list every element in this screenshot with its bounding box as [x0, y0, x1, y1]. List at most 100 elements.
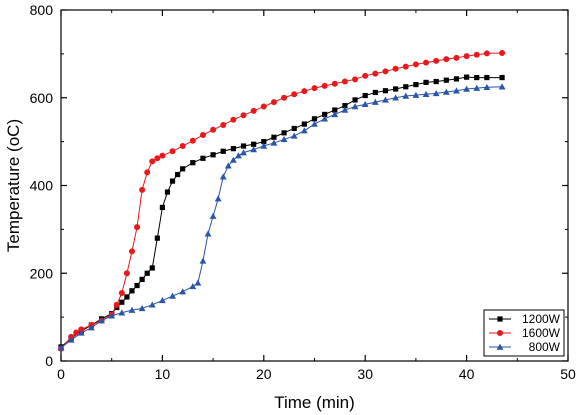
data-point-1200W	[230, 146, 236, 152]
data-point-1200W	[423, 79, 429, 85]
data-point-800W	[473, 84, 481, 91]
data-point-800W	[498, 83, 506, 90]
data-point-800W	[179, 288, 187, 295]
data-point-800W	[382, 96, 389, 103]
data-point-1600W	[73, 329, 80, 336]
data-point-1600W	[210, 126, 217, 133]
data-point-1600W	[382, 68, 389, 75]
data-point-800W	[280, 136, 288, 143]
data-point-800W	[67, 336, 75, 343]
data-point-1600W	[433, 57, 440, 64]
data-point-1200W	[200, 155, 206, 161]
y-axis-title: Temperature (oC)	[4, 119, 23, 252]
x-tick-label: 20	[256, 366, 272, 382]
data-point-800W	[250, 146, 258, 153]
data-point-1200W	[134, 282, 140, 289]
data-point-800W	[361, 100, 369, 108]
data-point-1200W	[240, 143, 247, 149]
data-point-1200W	[291, 125, 297, 132]
data-point-800W	[402, 92, 410, 99]
data-point-1600W	[352, 76, 359, 83]
data-point-1200W	[499, 74, 505, 81]
data-point-800W	[224, 162, 232, 169]
data-point-1600W	[169, 148, 176, 155]
data-point-800W	[260, 142, 268, 149]
data-point-1600W	[149, 158, 156, 165]
y-tick-label: 600	[30, 90, 54, 106]
data-point-800W	[321, 115, 329, 122]
data-point-800W	[148, 301, 156, 308]
data-point-1600W	[113, 301, 120, 308]
data-point-1200W	[311, 116, 318, 122]
x-tick-label: 0	[57, 366, 65, 382]
data-point-1600W	[189, 137, 196, 144]
data-point-1200W	[453, 76, 460, 82]
y-tick-label: 800	[30, 2, 54, 18]
data-point-1200W	[342, 103, 348, 109]
data-point-1200W	[210, 152, 216, 158]
data-point-800W	[169, 292, 176, 299]
data-point-1600W	[240, 112, 247, 119]
data-point-1200W	[352, 97, 358, 103]
data-point-1600W	[362, 72, 369, 79]
data-point-1600W	[483, 50, 490, 57]
data-point-1200W	[271, 134, 277, 140]
data-point-1600W	[372, 70, 379, 77]
plot-frame	[60, 9, 569, 362]
data-point-1200W	[261, 139, 267, 145]
series-1200W	[58, 74, 505, 350]
data-point-800W	[270, 139, 278, 146]
data-point-800W	[214, 195, 222, 202]
data-point-800W	[199, 257, 207, 264]
y-tick-label: 400	[30, 178, 54, 194]
series-group	[57, 49, 506, 352]
legend-label-1600W: 1600W	[522, 326, 561, 340]
data-point-1200W	[190, 160, 196, 166]
data-point-1200W	[139, 276, 145, 282]
data-point-800W	[77, 329, 85, 336]
y-tick-label: 0	[45, 353, 53, 369]
data-point-800W	[331, 111, 339, 118]
data-point-800W	[351, 103, 359, 110]
data-point-800W	[204, 230, 212, 237]
data-point-1600W	[230, 116, 237, 123]
data-point-1600W	[443, 56, 450, 63]
data-point-1200W	[443, 77, 449, 83]
data-point-800W	[159, 297, 166, 304]
data-point-1600W	[159, 152, 166, 159]
data-point-1600W	[473, 51, 480, 58]
x-tick-label: 50	[560, 366, 576, 382]
data-point-1200W	[180, 166, 186, 172]
data-point-1600W	[321, 82, 328, 89]
data-point-800W	[118, 309, 126, 316]
x-tick-label: 40	[459, 366, 475, 382]
data-point-1200W	[433, 78, 439, 85]
data-point-1200W	[124, 294, 130, 300]
legend-box	[483, 309, 565, 357]
data-point-1600W	[179, 143, 186, 150]
data-point-1200W	[332, 107, 338, 113]
data-point-1600W	[311, 85, 318, 92]
data-point-1600W	[463, 53, 470, 60]
data-point-800W	[194, 279, 202, 286]
data-point-800W	[341, 106, 349, 113]
data-point-1600W	[78, 326, 85, 333]
data-point-800W	[442, 88, 450, 95]
data-point-1600W	[423, 59, 430, 66]
data-point-1200W	[372, 89, 378, 96]
data-point-1200W	[301, 121, 307, 127]
data-point-1200W	[403, 84, 409, 90]
data-point-1600W	[291, 91, 298, 98]
data-point-1600W	[412, 61, 419, 68]
data-point-800W	[300, 127, 308, 134]
data-point-800W	[88, 324, 95, 331]
legend-label-1200W: 1200W	[522, 312, 561, 326]
data-point-1200W	[251, 141, 257, 147]
data-point-800W	[453, 87, 460, 94]
data-point-1200W	[149, 265, 155, 271]
data-point-1200W	[474, 74, 480, 81]
data-point-800W	[219, 173, 227, 180]
data-point-1200W	[220, 148, 226, 154]
